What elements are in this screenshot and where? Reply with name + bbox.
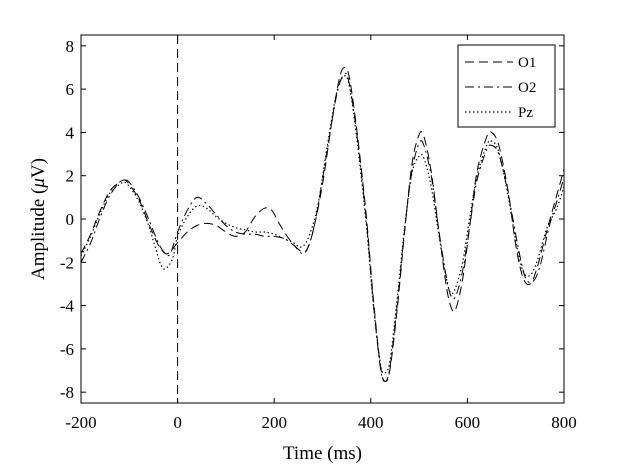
legend: O1 O2 Pz	[457, 44, 556, 128]
x-tick-label: 600	[455, 413, 481, 432]
legend-box	[457, 44, 556, 128]
x-tick-label: -200	[65, 413, 96, 432]
x-tick-label: 0	[173, 413, 182, 432]
y-tick-label: 4	[66, 123, 75, 142]
x-tick-label: 400	[358, 413, 384, 432]
legend-label-pz: Pz	[518, 105, 533, 121]
x-tick-label: 800	[551, 413, 577, 432]
x-axis-title: Time (ms)	[283, 443, 362, 464]
series-line-o2	[81, 72, 564, 382]
y-axis-title-main: Amplitude (	[28, 188, 49, 280]
legend-label-o1: O1	[518, 55, 536, 71]
x-axis: -200 0 200 400 600 800	[65, 35, 577, 432]
y-tick-label: 0	[66, 210, 75, 229]
series-line-o1	[81, 66, 564, 382]
y-tick-label: -6	[60, 340, 74, 359]
y-axis-title: Amplitude (μV)	[28, 158, 49, 280]
y-axis: 8 6 4 2 0 -2 -4 -6 -8	[60, 37, 564, 402]
y-tick-label: -8	[60, 383, 74, 402]
y-axis-title-unit: V)	[28, 158, 49, 178]
y-tick-label: -4	[60, 297, 75, 316]
y-tick-label: -2	[60, 253, 74, 272]
y-tick-label: 8	[66, 37, 75, 56]
y-tick-label: 6	[66, 80, 75, 99]
y-tick-label: 2	[66, 167, 75, 186]
legend-label-o2: O2	[518, 80, 536, 96]
series-line-pz	[81, 75, 564, 374]
series-group	[81, 35, 564, 403]
y-axis-title-mu: μ	[28, 178, 49, 189]
x-tick-label: 200	[261, 413, 287, 432]
plot-area	[81, 35, 564, 403]
